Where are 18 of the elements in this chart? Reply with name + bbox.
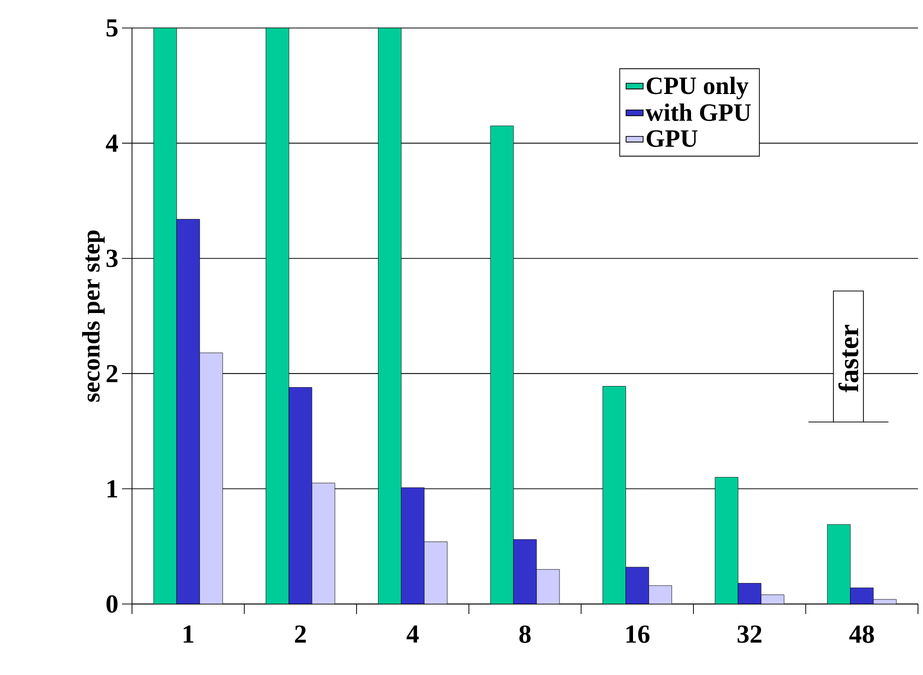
legend-label: GPU [646,130,698,147]
x-tick-label: 48 [849,626,874,643]
x-tick-label: 4 [406,626,419,643]
y-tick-label: 0 [106,595,118,613]
y-axis-title: seconds per step [82,230,105,402]
x-tick-label: 8 [519,626,531,643]
y-tick-label: 2 [106,365,118,382]
x-tick-label: 16 [626,626,650,643]
y-tick-label: 3 [106,250,118,268]
legend-label: with GPU [646,103,751,121]
x-tick-label: 2 [295,626,306,643]
y-tick-label: 4 [106,134,118,152]
annotation: faster [838,324,858,392]
y-tick-label: 5 [106,19,118,37]
y-tick-label: 1 [108,480,118,498]
x-tick-label: 1 [184,625,194,643]
x-tick-label: 32 [738,626,762,643]
legend-label: CPU only [646,76,748,100]
